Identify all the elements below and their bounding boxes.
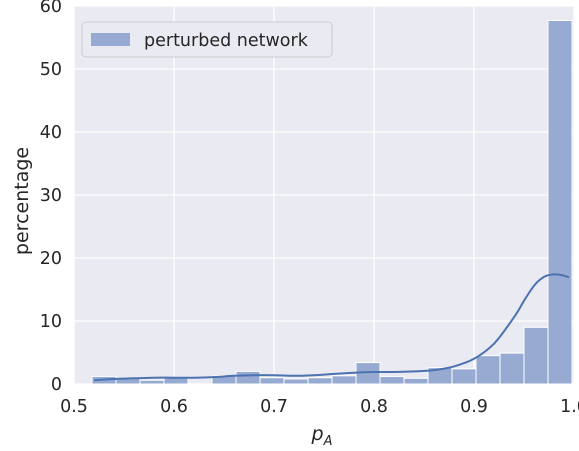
legend: perturbed network	[81, 21, 333, 58]
y-tick-label: 0	[51, 375, 62, 395]
histogram-bar	[331, 375, 357, 385]
histogram-bar	[283, 378, 309, 385]
x-axis-label: pA	[311, 423, 333, 449]
y-tick-label: 30	[40, 186, 62, 206]
histogram-bar	[259, 377, 285, 385]
y-tick-label: 50	[40, 60, 62, 80]
x-tick-label: 0.8	[360, 397, 388, 417]
legend-box	[81, 21, 333, 58]
y-tick-label: 40	[40, 123, 62, 143]
x-tick-label: 0.9	[460, 397, 488, 417]
histogram-bar	[139, 379, 165, 385]
y-tick-labels: 0 10 20 30 40 50 60	[40, 0, 62, 395]
grid-lines	[73, 5, 575, 385]
histogram-bar	[499, 352, 525, 385]
y-axis-label: percentage	[11, 147, 33, 255]
x-tick-labels: 0.5 0.6 0.7 0.8 0.9 1.0	[60, 397, 579, 417]
histogram-bar	[523, 326, 549, 385]
x-tick-label: 0.5	[60, 397, 88, 417]
y-tick-label: 60	[40, 0, 62, 17]
histogram-bar	[403, 377, 429, 385]
histogram-bar	[475, 355, 501, 385]
x-axis-label-subscript: A	[323, 434, 333, 449]
histogram-bar	[547, 19, 573, 385]
y-tick-label: 10	[40, 312, 62, 332]
histogram-bars	[91, 19, 573, 385]
x-tick-label: 1.0	[560, 397, 579, 417]
histogram-bar	[451, 368, 477, 385]
legend-label: perturbed network	[144, 31, 309, 51]
histogram-bar	[307, 377, 333, 385]
x-axis-label-main: p	[311, 423, 324, 445]
histogram-bar	[235, 370, 261, 385]
histogram-bar	[379, 375, 405, 385]
legend-swatch	[91, 33, 130, 46]
y-tick-label: 20	[40, 249, 62, 269]
kde-curve	[93, 273, 570, 382]
x-tick-label: 0.6	[160, 397, 188, 417]
x-tick-label: 0.7	[260, 397, 288, 417]
